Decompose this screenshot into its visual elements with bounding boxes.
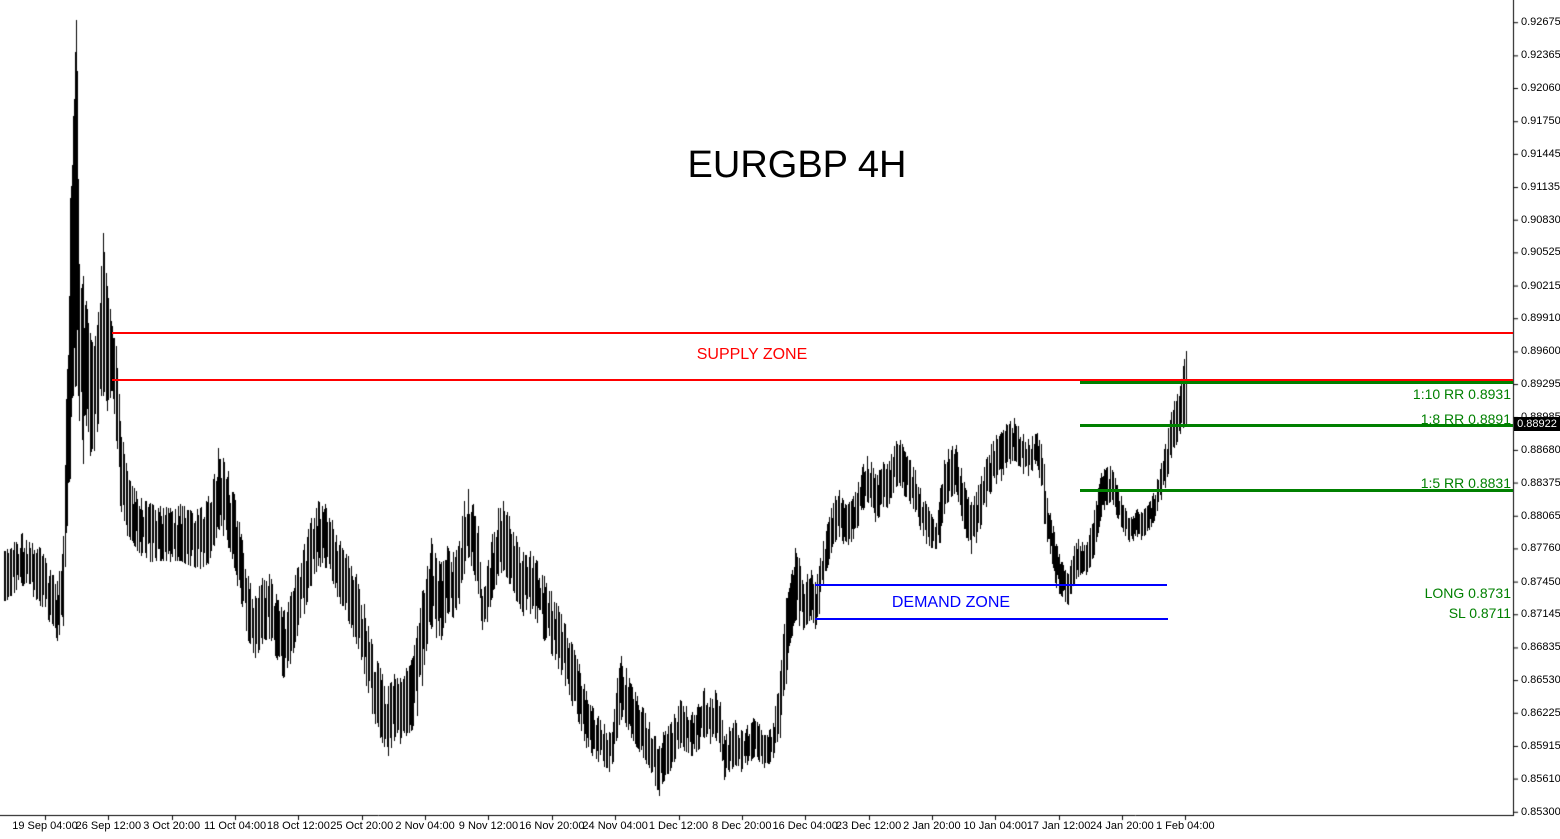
- stop-loss-label[interactable]: SL 0.8711: [1448, 605, 1511, 621]
- supply-zone-lower-line[interactable]: [112, 379, 1513, 381]
- time-tick-label: 1 Dec 12:00: [648, 820, 709, 832]
- price-tick-label: 0.90525: [1521, 246, 1560, 259]
- price-tick-label: 0.85915: [1521, 739, 1560, 752]
- rr-1-5-label[interactable]: 1:5 RR 0.8831: [1420, 475, 1511, 491]
- price-tick-label: 0.90830: [1521, 213, 1560, 226]
- demand-zone-upper-line[interactable]: [815, 584, 1167, 586]
- chart-title[interactable]: EURGBP 4H: [687, 144, 907, 186]
- price-tick-label: 0.91750: [1521, 115, 1560, 128]
- rr-1-10-label[interactable]: 1:10 RR 0.8931: [1412, 386, 1511, 402]
- price-tick-label: 0.91445: [1521, 147, 1560, 160]
- demand-zone-lower-line[interactable]: [815, 618, 1168, 620]
- rr-1-5-line[interactable]: [1080, 489, 1513, 492]
- time-tick-label: 18 Oct 12:00: [266, 820, 330, 832]
- time-tick-label: 24 Jan 20:00: [1090, 820, 1154, 832]
- time-tick-label: 3 Oct 20:00: [143, 820, 201, 832]
- time-tick-label: 16 Dec 04:00: [772, 820, 838, 832]
- price-tick-label: 0.88985: [1521, 411, 1560, 424]
- time-tick-label: 2 Jan 20:00: [903, 820, 961, 832]
- time-tick-label: 8 Dec 20:00: [712, 820, 772, 832]
- price-tick-label: 0.92365: [1521, 49, 1560, 62]
- time-tick-label: 26 Sep 12:00: [75, 820, 142, 832]
- price-tick-label: 0.91135: [1521, 181, 1560, 194]
- price-tick-label: 0.87450: [1521, 575, 1560, 588]
- current-price-badge: 0.88922: [1514, 417, 1560, 431]
- rr-1-8-label[interactable]: 1:8 RR 0.8891: [1420, 411, 1511, 427]
- rr-1-10-line[interactable]: [1080, 381, 1513, 384]
- time-tick-label: 11 Oct 04:00: [203, 820, 267, 832]
- price-tick-label: 0.89295: [1521, 378, 1560, 391]
- time-tick-label: 25 Oct 20:00: [330, 820, 394, 832]
- time-tick-label: 24 Nov 04:00: [582, 820, 648, 832]
- supply-zone-label[interactable]: SUPPLY ZONE: [696, 346, 808, 363]
- time-tick-label: 16 Nov 20:00: [519, 820, 585, 832]
- price-tick-label: 0.86835: [1521, 641, 1560, 654]
- time-tick-label: 10 Jan 04:00: [963, 820, 1028, 832]
- time-tick-label: 9 Nov 12:00: [458, 820, 519, 832]
- time-tick-label: 2 Nov 04:00: [395, 820, 455, 832]
- rr-1-8-line[interactable]: [1080, 424, 1513, 427]
- price-tick-label: 0.86530: [1521, 674, 1560, 687]
- price-tick-label: 0.92675: [1521, 16, 1560, 29]
- time-tick-label: 23 Dec 12:00: [835, 820, 902, 832]
- price-tick-label: 0.85610: [1521, 772, 1560, 785]
- price-tick-label: 0.86225: [1521, 706, 1560, 719]
- price-tick-label: 0.85300: [1521, 805, 1560, 818]
- time-tick-label: 17 Jan 12:00: [1026, 820, 1091, 832]
- demand-zone-label[interactable]: DEMAND ZONE: [891, 594, 1011, 611]
- price-tick-label: 0.89600: [1521, 345, 1560, 358]
- price-tick-label: 0.89910: [1521, 312, 1560, 325]
- price-tick-label: 0.88375: [1521, 476, 1560, 489]
- price-tick-label: 0.87760: [1521, 542, 1560, 555]
- price-tick-label: 0.88065: [1521, 509, 1560, 522]
- supply-zone-upper-line[interactable]: [112, 332, 1513, 334]
- long-entry-label[interactable]: LONG 0.8731: [1424, 585, 1511, 601]
- time-tick-label: 1 Feb 04:00: [1155, 820, 1215, 832]
- time-tick-label: 19 Sep 04:00: [12, 820, 78, 832]
- price-tick-label: 0.92060: [1521, 82, 1560, 95]
- price-tick-label: 0.88680: [1521, 443, 1560, 456]
- price-tick-label: 0.87145: [1521, 608, 1560, 621]
- price-tick-label: 0.90215: [1521, 279, 1560, 292]
